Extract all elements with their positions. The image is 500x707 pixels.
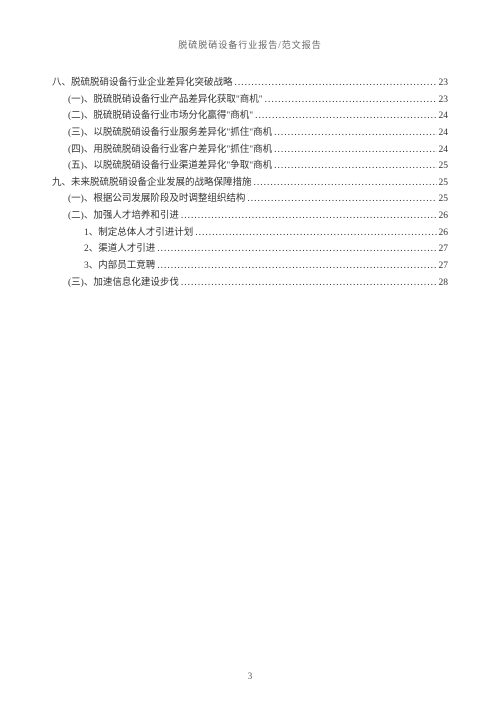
- toc-leader-dots: [157, 258, 436, 275]
- toc-leader-dots: [274, 142, 436, 159]
- page-header: 脱硫脱硝设备行业报告/范文报告: [52, 38, 448, 51]
- toc-label: 3、内部员工竞聘: [84, 258, 155, 275]
- toc-label: (二)、脱硫脱硝设备行业市场分化赢得"商机": [68, 108, 253, 125]
- toc-leader-dots: [265, 92, 437, 109]
- toc-page-number: 28: [439, 275, 449, 292]
- toc-label: 九、未来脱硫脱硝设备企业发展的战略保障措施: [52, 175, 252, 192]
- toc-leader-dots: [157, 241, 436, 258]
- toc-entry: (五)、以脱硫脱硝设备行业渠道差异化"争取"商机 25: [52, 158, 448, 175]
- toc-page-number: 26: [439, 208, 449, 225]
- toc-leader-dots: [274, 158, 436, 175]
- toc-label: 八、脱硫脱硝设备行业企业差异化突破战略: [52, 75, 233, 92]
- toc-page-number: 26: [439, 225, 449, 242]
- toc-label: (二)、加强人才培养和引进: [68, 208, 179, 225]
- toc-leader-dots: [254, 175, 437, 192]
- toc-entry: 2、渠道人才引进 27: [52, 241, 448, 258]
- toc-entry: 八、脱硫脱硝设备行业企业差异化突破战略 23: [52, 75, 448, 92]
- toc-entry: (四)、用脱硫脱硝设备行业客户差异化"抓住"商机 24: [52, 142, 448, 159]
- toc-leader-dots: [255, 108, 436, 125]
- toc-label: (一)、根据公司发展阶段及时调整组织结构: [68, 191, 245, 208]
- toc-entry: (三)、以脱硫脱硝设备行业服务差异化"抓住"商机 24: [52, 125, 448, 142]
- toc-leader-dots: [181, 208, 437, 225]
- toc-leader-dots: [247, 191, 436, 208]
- toc-entry: (二)、加强人才培养和引进 26: [52, 208, 448, 225]
- toc-leader-dots: [274, 125, 436, 142]
- toc-entry: 3、内部员工竞聘 27: [52, 258, 448, 275]
- toc-entry: (二)、脱硫脱硝设备行业市场分化赢得"商机" 24: [52, 108, 448, 125]
- toc-leader-dots: [181, 275, 437, 292]
- toc-page-number: 23: [439, 92, 449, 109]
- toc-page-number: 27: [439, 241, 449, 258]
- page-footer: 3: [0, 671, 500, 681]
- toc-label: 1、制定总体人才引进计划: [84, 225, 193, 242]
- toc-page-number: 24: [439, 108, 449, 125]
- table-of-contents: 八、脱硫脱硝设备行业企业差异化突破战略23(一)、脱硫脱硝设备行业产品差异化获取…: [52, 75, 448, 291]
- toc-entry: 九、未来脱硫脱硝设备企业发展的战略保障措施 25: [52, 175, 448, 192]
- toc-page-number: 25: [439, 175, 449, 192]
- page-number: 3: [248, 671, 253, 681]
- header-title: 脱硫脱硝设备行业报告/范文报告: [178, 40, 322, 50]
- toc-label: (三)、以脱硫脱硝设备行业服务差异化"抓住"商机: [68, 125, 272, 142]
- toc-page-number: 25: [439, 158, 449, 175]
- toc-page-number: 27: [439, 258, 449, 275]
- toc-label: (一)、脱硫脱硝设备行业产品差异化获取"商机": [68, 92, 263, 109]
- toc-page-number: 24: [439, 142, 449, 159]
- toc-label: (五)、以脱硫脱硝设备行业渠道差异化"争取"商机: [68, 158, 272, 175]
- toc-page-number: 24: [439, 125, 449, 142]
- toc-entry: (一)、根据公司发展阶段及时调整组织结构 25: [52, 191, 448, 208]
- toc-entry: (三)、加速信息化建设步伐 28: [52, 275, 448, 292]
- toc-label: 2、渠道人才引进: [84, 241, 155, 258]
- toc-entry: 1、制定总体人才引进计划 26: [52, 225, 448, 242]
- toc-leader-dots: [235, 75, 437, 92]
- toc-label: (四)、用脱硫脱硝设备行业客户差异化"抓住"商机: [68, 142, 272, 159]
- toc-page-number: 23: [439, 75, 449, 92]
- toc-entry: (一)、脱硫脱硝设备行业产品差异化获取"商机" 23: [52, 92, 448, 109]
- toc-leader-dots: [195, 225, 436, 242]
- toc-page-number: 25: [439, 191, 449, 208]
- toc-label: (三)、加速信息化建设步伐: [68, 275, 179, 292]
